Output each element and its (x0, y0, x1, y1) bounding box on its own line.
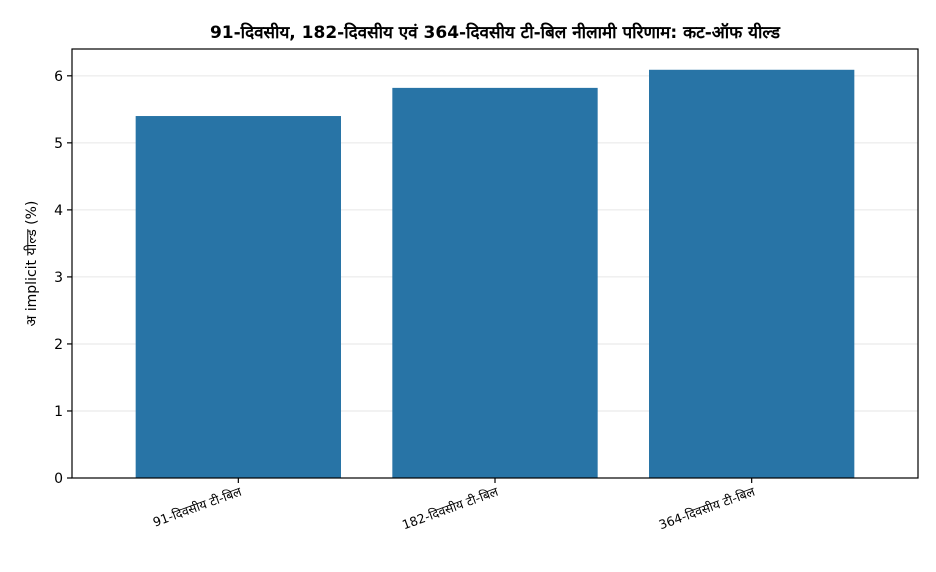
chart-title: 91-दिवसीय, 182-दिवसीय एवं 364-दिवसीय टी-… (210, 22, 781, 43)
y-axis-ticks: 0 1 2 3 4 5 6 (54, 69, 72, 487)
y-tick-label: 3 (54, 270, 63, 286)
bars (135, 69, 855, 479)
bar (392, 87, 598, 479)
y-axis-label: अ implicit यील्ड (%) (23, 201, 40, 327)
x-tick-label: 91-दिवसीय टी-बिल (151, 484, 244, 530)
y-tick-label: 6 (54, 69, 63, 85)
y-tick-label: 2 (54, 337, 63, 353)
y-tick-label: 4 (54, 203, 63, 219)
x-axis-ticks: 91-दिवसीय टी-बिल 182-दिवसीय टी-बिल 364-दिव… (151, 478, 757, 532)
x-tick-label: 364-दिवसीय टी-बिल (657, 484, 758, 533)
x-tick-label: 182-दिवसीय टी-बिल (400, 484, 501, 533)
bar (649, 69, 855, 478)
y-tick-label: 0 (54, 471, 63, 487)
bar (135, 116, 341, 478)
y-tick-label: 5 (54, 136, 63, 152)
y-tick-label: 1 (54, 404, 63, 420)
